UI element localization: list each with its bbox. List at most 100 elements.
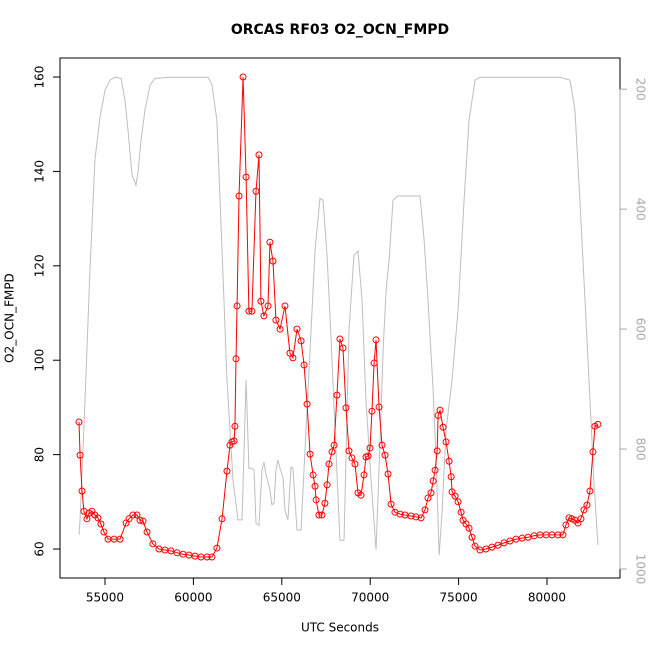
data-point: [387, 500, 395, 508]
y-tick-label: 160: [33, 66, 47, 89]
data-point: [257, 297, 265, 305]
data-point: [293, 325, 301, 333]
y-tick-label: 140: [33, 160, 47, 183]
data-point: [583, 501, 591, 509]
data-point: [339, 344, 347, 352]
data-point: [589, 448, 597, 456]
data-point: [300, 361, 308, 369]
data-point: [94, 514, 102, 522]
data-point: [213, 544, 221, 552]
data-point: [559, 531, 567, 539]
x-tick-label: 75000: [440, 591, 478, 605]
data-point: [360, 471, 368, 479]
data-point: [370, 359, 378, 367]
data-point: [442, 438, 450, 446]
data-point: [482, 545, 490, 553]
data-point: [303, 400, 311, 408]
data-point: [233, 302, 241, 310]
data-point: [78, 487, 86, 495]
data-point: [231, 422, 239, 430]
data-point: [594, 420, 602, 428]
data-point: [436, 406, 444, 414]
data-point: [451, 492, 459, 500]
data-point: [272, 316, 280, 324]
data-point: [260, 312, 268, 320]
data-point: [506, 537, 514, 545]
data-point: [378, 441, 386, 449]
data-point: [375, 403, 383, 411]
data-point: [312, 496, 320, 504]
data-point: [136, 516, 144, 524]
data-point: [321, 499, 329, 507]
data-point: [348, 454, 356, 462]
data-point: [330, 441, 338, 449]
data-point: [364, 452, 372, 460]
data-point: [315, 511, 323, 519]
data-point: [431, 466, 439, 474]
data-point: [366, 444, 374, 452]
x-axis-label: UTC Seconds: [301, 621, 379, 635]
data-point: [427, 489, 435, 497]
data-point: [76, 451, 84, 459]
data-point: [281, 302, 289, 310]
y-tick-label: 100: [33, 349, 47, 372]
data-point: [384, 470, 392, 478]
data-point: [239, 73, 247, 81]
data-point: [297, 337, 305, 345]
data-point: [149, 540, 157, 548]
data-point: [500, 539, 508, 547]
data-point: [133, 511, 141, 519]
data-point: [328, 448, 336, 456]
y-tick-label: 120: [33, 254, 47, 277]
data-point: [309, 471, 317, 479]
data-point: [345, 447, 353, 455]
y2-tick-label: 400: [634, 198, 648, 221]
data-point: [368, 407, 376, 415]
data-point: [252, 187, 260, 195]
data-point: [372, 336, 380, 344]
data-point: [75, 418, 83, 426]
data-point: [433, 447, 441, 455]
data-point: [445, 457, 453, 465]
data-point: [323, 481, 331, 489]
data-point: [429, 477, 437, 485]
data-point: [306, 450, 314, 458]
data-point: [468, 533, 476, 541]
data-point: [125, 515, 133, 523]
x-tick-label: 65000: [263, 591, 301, 605]
y-tick-label: 60: [33, 541, 47, 556]
data-point: [100, 528, 108, 536]
y2-axis: 200 400 600 800 1000: [619, 78, 648, 584]
data-point: [143, 528, 151, 536]
y-axis-label: O2_OCN_FMPD: [3, 273, 17, 363]
data-point: [447, 473, 455, 481]
data-point: [264, 302, 272, 310]
data-point: [562, 521, 570, 529]
data-point: [255, 151, 263, 159]
data-point: [223, 467, 231, 475]
data-point: [289, 354, 297, 362]
data-point: [381, 451, 389, 459]
data-point: [269, 257, 277, 265]
data-point: [488, 543, 496, 551]
chart-title: ORCAS RF03 O2_OCN_FMPD: [231, 22, 449, 38]
y-tick-label: 80: [33, 447, 47, 462]
data-point: [577, 515, 585, 523]
data-point: [417, 514, 425, 522]
data-point: [424, 494, 432, 502]
data-point: [342, 404, 350, 412]
data-point: [396, 510, 404, 518]
data-point: [235, 192, 243, 200]
data-point: [139, 517, 147, 525]
y2-tick-label: 200: [634, 78, 648, 101]
data-point: [421, 506, 429, 514]
data-point: [311, 482, 319, 490]
data-point: [357, 491, 365, 499]
data-point: [97, 520, 105, 528]
data-point: [333, 391, 341, 399]
data-point: [248, 307, 256, 315]
data-point: [232, 355, 240, 363]
x-tick-label: 70000: [351, 591, 389, 605]
data-point: [266, 238, 274, 246]
